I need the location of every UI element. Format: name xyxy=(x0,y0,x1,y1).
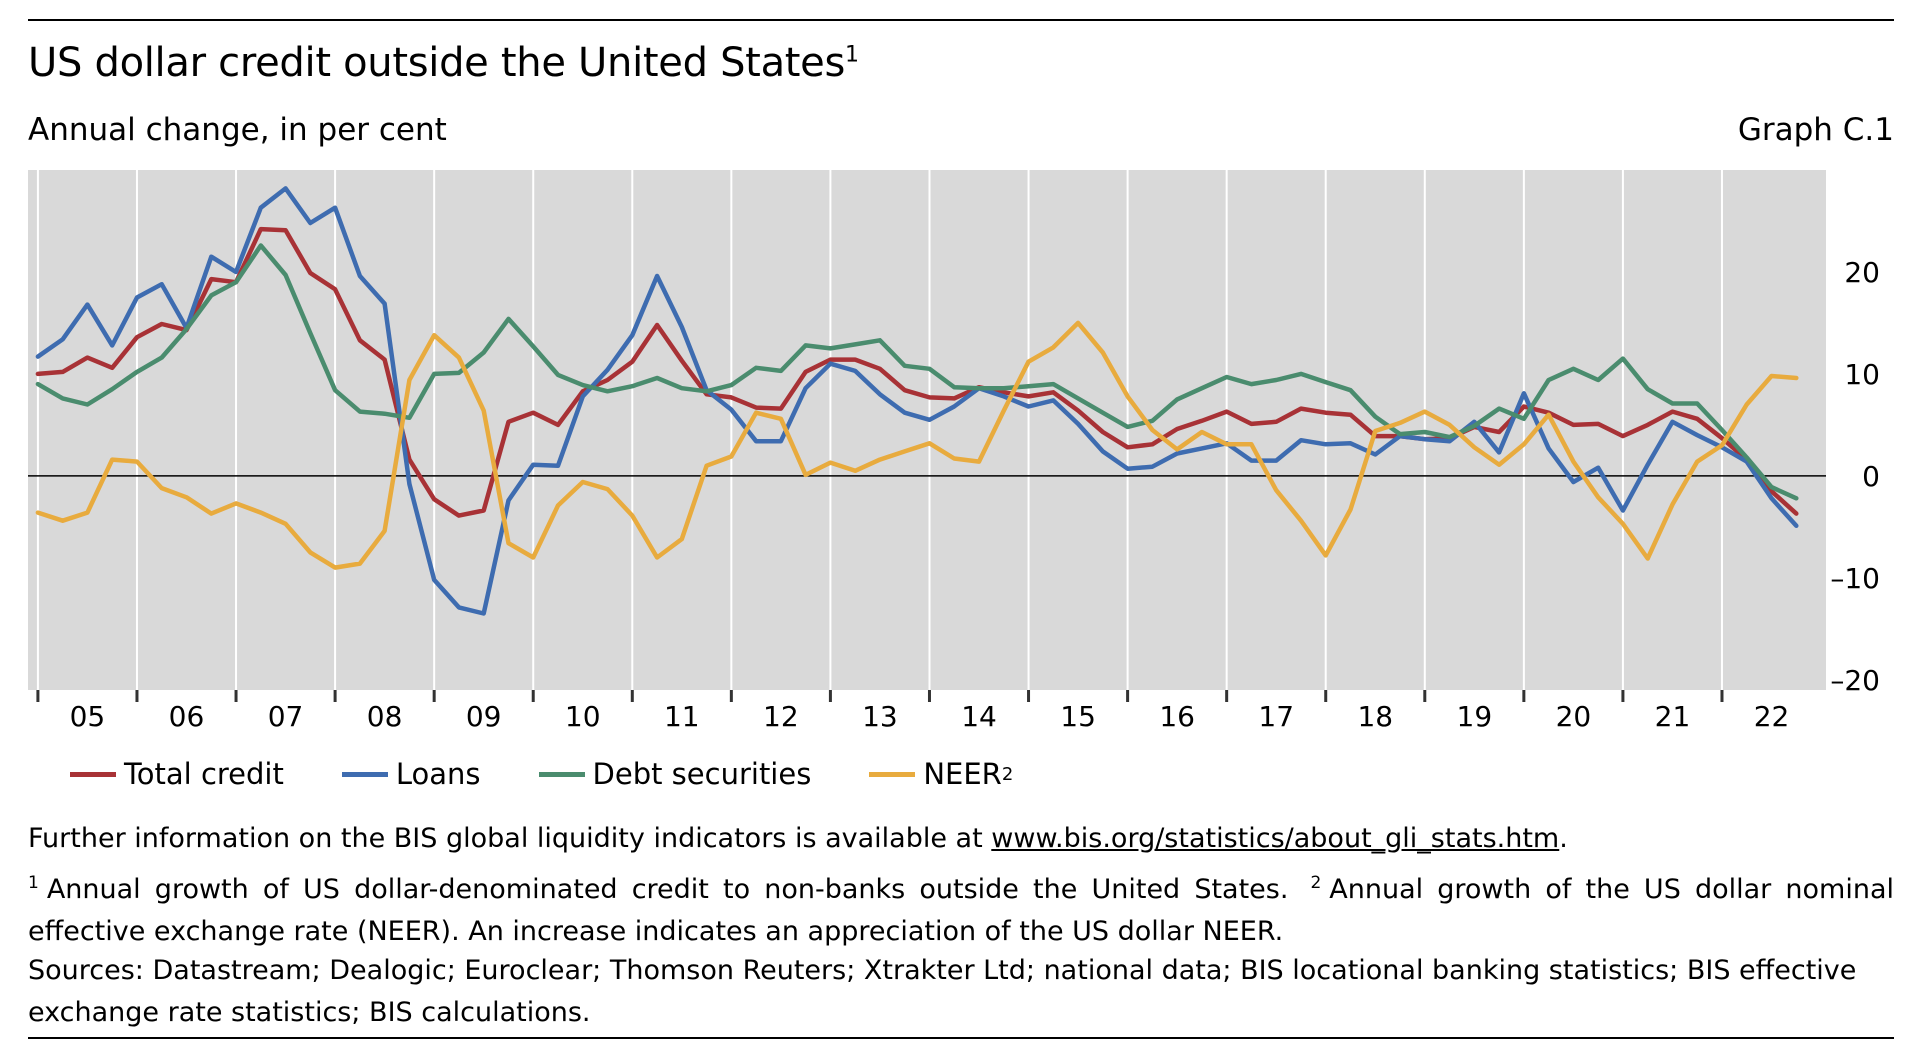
x-tick-label: 13 xyxy=(862,700,898,730)
x-tick-label: 17 xyxy=(1258,700,1294,730)
info-note-suffix: . xyxy=(1559,823,1568,854)
legend-swatch-debt-securities xyxy=(538,771,585,777)
legend-swatch-total-credit xyxy=(70,771,116,777)
legend-swatch-neer xyxy=(869,771,916,777)
gli-stats-link[interactable]: www.bis.org/statistics/about_gli_stats.h… xyxy=(991,823,1560,854)
footnotes: 1 Annual growth of US dollar-denominated … xyxy=(28,862,1894,953)
series-line-debt-securities xyxy=(35,243,1799,501)
x-tick-label: 21 xyxy=(1655,700,1691,730)
series-line-total-credit xyxy=(35,226,1799,518)
y-tick-label: 0 xyxy=(1862,460,1880,493)
bottom-rule xyxy=(28,1037,1894,1039)
plot-background xyxy=(28,170,1826,690)
y-tick-label: 20 xyxy=(1844,256,1880,289)
legend-neer-footnote-marker: 2 xyxy=(1001,763,1014,785)
y-tick-label: –20 xyxy=(1830,664,1880,697)
x-tick-label: 09 xyxy=(466,700,502,730)
title-footnote-marker: 1 xyxy=(845,42,859,68)
x-tick-label: 11 xyxy=(664,700,700,730)
x-tick-label: 22 xyxy=(1754,700,1790,730)
info-note-text: Further information on the BIS global li… xyxy=(28,823,992,854)
legend-label-loans: Loans xyxy=(395,757,481,791)
x-tick-label: 12 xyxy=(763,700,799,730)
top-rule xyxy=(28,19,1894,21)
footnote-1-marker: 1 xyxy=(28,873,39,893)
legend-item-debt-securities: Debt securities xyxy=(538,757,812,791)
x-tick-label: 06 xyxy=(169,700,205,730)
x-tick-label: 05 xyxy=(70,700,106,730)
x-tick-label: 19 xyxy=(1457,700,1493,730)
x-tick-label: 07 xyxy=(268,700,304,730)
legend-label-total-credit: Total credit xyxy=(124,757,284,791)
legend-label-neer: NEER xyxy=(923,757,1002,791)
legend-item-neer: NEER 2 xyxy=(869,757,1013,791)
y-tick-label: 10 xyxy=(1844,358,1880,391)
footnote-2-marker: 2 xyxy=(1310,873,1322,893)
footnote-1-text: Annual growth of US dollar-denominated c… xyxy=(46,874,1289,905)
x-tick-label: 20 xyxy=(1556,700,1592,730)
chart-legend: Total credit Loans Debt securities NEER 2 xyxy=(70,757,1071,791)
footnote-2-text: Annual growth of the US dollar nominal e… xyxy=(28,874,1894,947)
legend-swatch-loans xyxy=(341,771,388,777)
x-tick-label: 08 xyxy=(367,700,403,730)
graph-id: Graph C.1 xyxy=(1737,112,1894,148)
legend-item-total-credit: Total credit xyxy=(70,757,284,791)
legend-item-loans: Loans xyxy=(341,757,481,791)
x-tick-label: 10 xyxy=(565,700,601,730)
chart-title: US dollar credit outside the United Stat… xyxy=(28,40,859,86)
series-line-loans xyxy=(35,186,1799,616)
x-tick-label: 18 xyxy=(1357,700,1393,730)
sources-note: Sources: Datastream; Dealogic; Euroclear… xyxy=(28,955,1857,1028)
series-line-neer xyxy=(35,320,1799,570)
legend-label-debt-securities: Debt securities xyxy=(592,757,812,791)
x-tick-label: 16 xyxy=(1159,700,1195,730)
chart-subtitle: Annual change, in per cent xyxy=(28,112,447,148)
info-note: Further information on the BIS global li… xyxy=(28,818,1568,860)
x-tick-label: 15 xyxy=(1060,700,1096,730)
x-tick-label: 14 xyxy=(961,700,997,730)
y-tick-label: –10 xyxy=(1830,562,1880,595)
line-chart: 05 06 07 08 09 10 11 12 13 14 15 16 17 18 19 20 21 22 20 10… xyxy=(28,170,1880,730)
